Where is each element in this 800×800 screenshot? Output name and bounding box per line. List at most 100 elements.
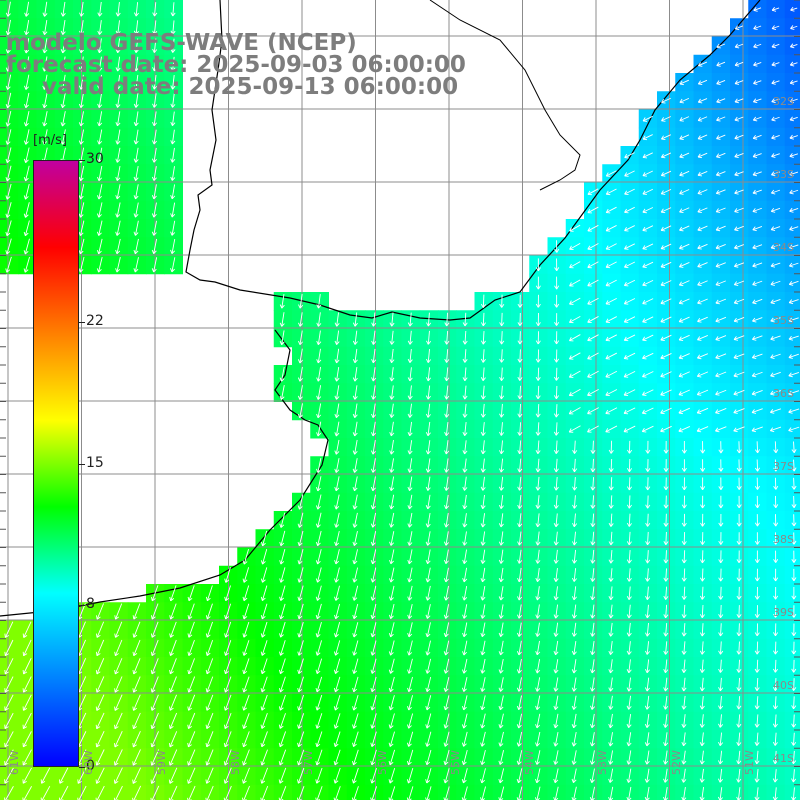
wind-arrow [242, 767, 250, 784]
wind-arrow [297, 366, 303, 382]
wind-arrow [461, 768, 468, 784]
wind-arrow [480, 531, 486, 546]
wind-arrow [697, 134, 708, 140]
wind-arrow [587, 352, 599, 360]
wind-arrow [608, 750, 614, 765]
wind-arrow [623, 316, 636, 323]
wind-arrow [224, 621, 232, 638]
wind-arrow [389, 330, 395, 345]
wind-arrow [480, 385, 486, 400]
wind-arrow [770, 317, 781, 323]
wind-arrow [626, 586, 632, 601]
wind-arrow [371, 385, 377, 400]
wind-arrow [205, 640, 214, 656]
wind-arrow [535, 659, 541, 674]
wind-arrow [644, 695, 650, 710]
wind-arrow [23, 165, 30, 182]
wind-arrow [499, 385, 505, 400]
wind-arrow [279, 385, 285, 400]
wind-arrow [133, 74, 139, 90]
wind-cell [784, 638, 800, 658]
wind-arrow [78, 165, 85, 182]
wind-arrow [642, 243, 654, 250]
wind-arrow [608, 677, 614, 692]
wind-arrow [150, 603, 159, 620]
wind-arrow [696, 371, 709, 378]
wind-arrow [151, 220, 157, 236]
wind-arrow [623, 334, 636, 342]
wind-arrow [260, 749, 268, 766]
wind-arrow [388, 749, 396, 766]
wind-arrow [587, 206, 599, 214]
wind-arrow [590, 586, 596, 601]
wind-arrow [535, 476, 541, 491]
wind-arrow [169, 603, 177, 620]
wind-arrow [678, 407, 691, 415]
colorbar-tick-mark [79, 463, 85, 465]
wind-arrow [624, 261, 636, 269]
wind-arrow [715, 171, 726, 177]
wind-arrow [589, 732, 595, 747]
wind-arrow [517, 586, 523, 601]
wind-arrow [95, 694, 105, 711]
wind-arrow [260, 585, 268, 602]
wind-arrow [699, 604, 705, 619]
wind-arrow [297, 640, 304, 656]
wind-arrow [589, 713, 595, 729]
wind-arrow [334, 312, 340, 327]
wind-arrow [24, 1, 30, 17]
wind-arrow [133, 20, 139, 35]
wind-cell [784, 730, 800, 749]
wind-arrow [187, 621, 195, 638]
wind-arrow [462, 385, 468, 400]
wind-arrow [642, 134, 653, 141]
wind-arrow [718, 459, 724, 472]
wind-arrow [352, 676, 359, 693]
wind-arrow [645, 568, 651, 582]
wind-arrow [499, 367, 505, 381]
wind-arrow [151, 147, 157, 163]
wind-arrow [60, 20, 66, 35]
wind-arrow [754, 550, 760, 563]
wind-arrow [22, 712, 32, 730]
wind-arrow [734, 25, 744, 31]
wind-arrow [389, 403, 395, 418]
wind-arrow [407, 494, 413, 510]
wind-arrow [407, 622, 413, 638]
wind-arrow [462, 312, 468, 327]
wind-arrow [718, 714, 724, 728]
wind-arrow [771, 6, 780, 12]
wind-arrow [753, 61, 762, 67]
wind-arrow [114, 694, 123, 711]
wind-arrow [717, 750, 723, 765]
wind-arrow [132, 676, 141, 693]
wind-arrow [642, 389, 654, 396]
wind-arrow [517, 604, 523, 619]
wind-arrow [334, 385, 340, 400]
valid-date: valid date: 2025-09-13 06:00:00 [42, 74, 459, 100]
wind-arrow [279, 621, 286, 638]
wind-arrow [389, 367, 395, 382]
wind-arrow [736, 586, 742, 600]
wind-arrow [170, 75, 176, 90]
wind-arrow [370, 640, 377, 656]
wind-arrow [242, 621, 250, 638]
wind-arrow [279, 585, 286, 601]
wind-arrow [681, 750, 687, 765]
wind-arrow [95, 731, 105, 748]
wind-arrow [770, 371, 781, 378]
wind-arrow [718, 568, 724, 582]
wind-arrow [388, 713, 395, 729]
wind-arrow [370, 658, 377, 674]
wind-arrow [498, 549, 504, 564]
wind-arrow [480, 658, 486, 674]
wind-arrow [517, 294, 523, 308]
wind-arrow [716, 116, 726, 122]
wind-arrow [608, 440, 614, 454]
wind-arrow [133, 2, 139, 17]
wind-arrow [641, 407, 654, 415]
wind-arrow [569, 315, 581, 324]
wind-arrow [751, 426, 763, 433]
wind-arrow [22, 767, 32, 784]
wind-arrow [444, 312, 450, 327]
